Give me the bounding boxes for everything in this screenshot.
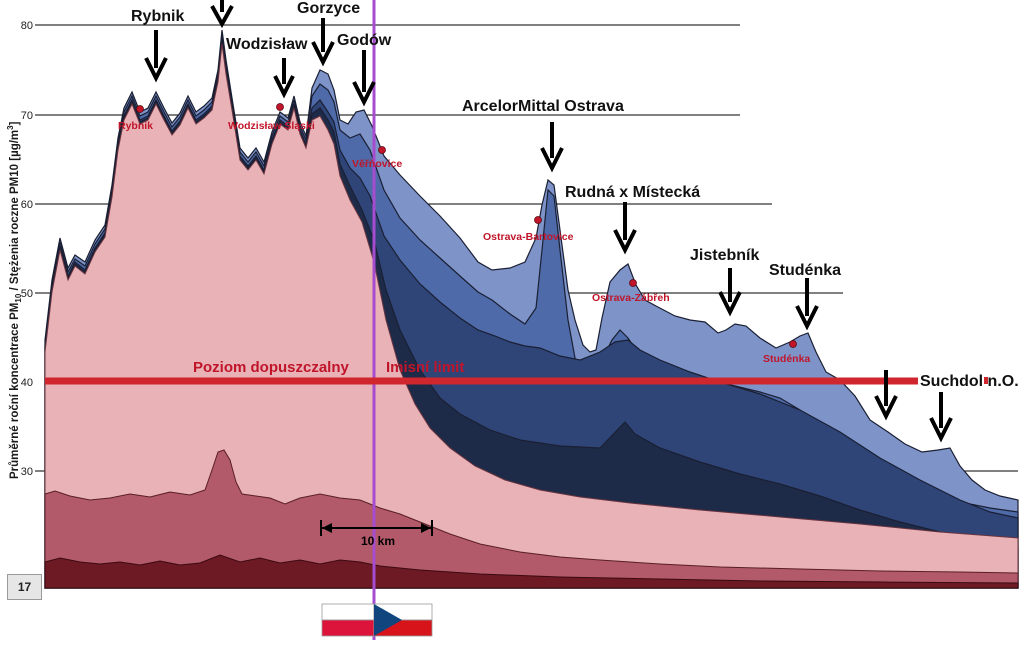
flag-czechia xyxy=(373,603,433,637)
ylabel-rest: / Stężenia roczne PM10 [µg/m xyxy=(8,129,21,294)
scale-bar-label: 10 km xyxy=(361,534,395,548)
station-dot-verovice xyxy=(378,146,386,154)
ytick-30: 30 xyxy=(21,466,33,478)
slide-number: 17 xyxy=(7,574,42,600)
arrow-suchdol-2 xyxy=(929,392,953,443)
flag-poland xyxy=(321,603,375,637)
area-pl-base xyxy=(44,554,1019,589)
label-rybnik: Rybnik xyxy=(131,8,184,25)
arrow-suchdol-1 xyxy=(874,370,898,421)
label-suchdol: Suchdol n.O. xyxy=(920,373,1019,390)
flag-pl-white xyxy=(321,603,375,621)
label-wodzislaw: Wodzisław xyxy=(226,36,308,53)
scale-bar: 10 km xyxy=(320,520,433,548)
area-pl-mid xyxy=(44,449,1019,589)
arrow-studenka xyxy=(795,278,819,331)
scale-arrow-left xyxy=(322,523,332,533)
station-dot-zabreh xyxy=(629,279,637,287)
ytick-40: 40 xyxy=(21,377,33,389)
station-dot-rybnik xyxy=(136,105,144,113)
station-dot-wodzislaw xyxy=(276,103,284,111)
station-label-bartovice: Ostrava-Bartovice xyxy=(483,231,574,243)
station-label-rybnik: Rybnik xyxy=(118,120,153,132)
station-label-verovice: Věřňovice xyxy=(352,158,402,170)
ytick-80: 80 xyxy=(21,20,33,32)
limit-label-cz: Imisní limit xyxy=(386,359,464,376)
station-label-zabreh: Ostrava-Zábřeh xyxy=(592,292,670,304)
arrow-godow xyxy=(352,50,376,107)
ylabel-main: Průměrné roční koncentrace PM xyxy=(8,302,21,479)
station-dot-studenka xyxy=(789,340,797,348)
limit-line-tail xyxy=(984,377,988,384)
area-pl-main xyxy=(44,43,1019,589)
location-labels: Rybnik Gorzyce Wodzisław Godów ArcelorMi… xyxy=(131,0,1019,390)
ylabel-end: ] xyxy=(8,121,21,126)
station-labels: Rybnik Wodzisław Śląski Věřňovice Ostrav… xyxy=(118,119,810,365)
limit-line-40 xyxy=(45,377,918,385)
label-godow: Godów xyxy=(337,32,392,49)
arrow-gorzyce xyxy=(311,18,335,67)
label-jistebnik: Jistebník xyxy=(690,247,759,264)
label-arcelor: ArcelorMittal Ostrava xyxy=(462,98,624,115)
ytick-60: 60 xyxy=(21,199,33,211)
arrow-jistebnik xyxy=(718,268,742,317)
arrow-rudna xyxy=(613,202,637,255)
station-label-studenka: Studénka xyxy=(763,353,810,365)
flag-cz-triangle xyxy=(374,604,402,636)
label-rudna: Rudná x Místecká xyxy=(565,184,700,201)
ytick-70: 70 xyxy=(21,110,33,122)
station-markers xyxy=(136,103,797,348)
y-tick-labels: 80 70 60 50 40 30 xyxy=(21,20,33,478)
arrow-top xyxy=(210,0,234,29)
y-axis-label: Průměrné roční koncentrace PM10 / Stężen… xyxy=(6,122,24,479)
arrow-wodzislaw xyxy=(273,58,295,99)
station-dot-bartovice xyxy=(534,216,542,224)
area-layers xyxy=(44,29,1019,589)
label-gorzyce: Gorzyce xyxy=(297,0,360,17)
limit-label-pl: Poziom dopuszczalny xyxy=(193,359,350,376)
location-arrows xyxy=(144,0,953,443)
ylabel-sub: 10 xyxy=(14,293,24,303)
arrow-rybnik xyxy=(144,30,168,83)
label-studenka: Studénka xyxy=(769,262,841,279)
arrow-arcelor xyxy=(540,122,564,173)
ytick-50: 50 xyxy=(21,288,33,300)
ylabel-sup: 3 xyxy=(6,125,15,130)
flag-pl-red xyxy=(321,619,375,637)
scale-arrow-right xyxy=(421,523,431,533)
station-label-wodzislaw: Wodzisław Śląski xyxy=(228,119,315,132)
